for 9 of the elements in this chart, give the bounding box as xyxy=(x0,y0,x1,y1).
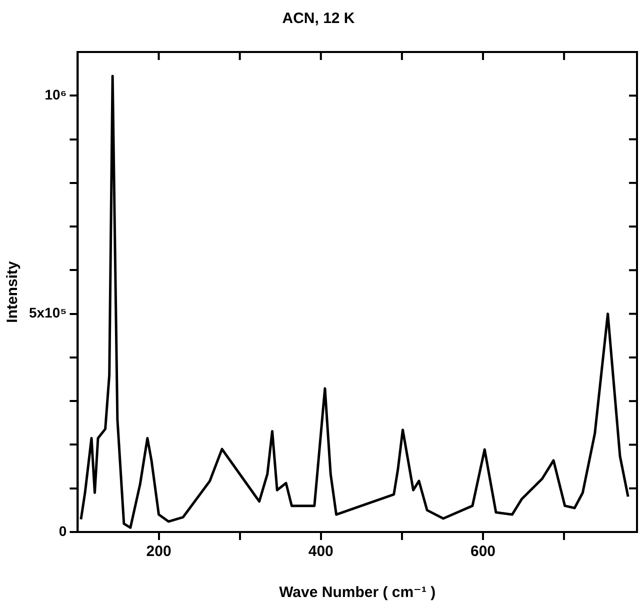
x-axis-title: Wave Number ( cm⁻¹ ) xyxy=(279,584,436,602)
y-axis-title: Intensity xyxy=(4,260,22,323)
y-tick-label: 10⁶ xyxy=(44,86,67,102)
x-tick-label: 200 xyxy=(146,543,172,560)
y-tick-label: 0 xyxy=(58,522,67,539)
x-tick-label: 400 xyxy=(308,543,334,560)
y-tick-label: 5x10⁵ xyxy=(28,304,67,321)
chart-title: ACN, 12 K xyxy=(282,10,355,28)
x-tick-label: 600 xyxy=(470,543,496,560)
